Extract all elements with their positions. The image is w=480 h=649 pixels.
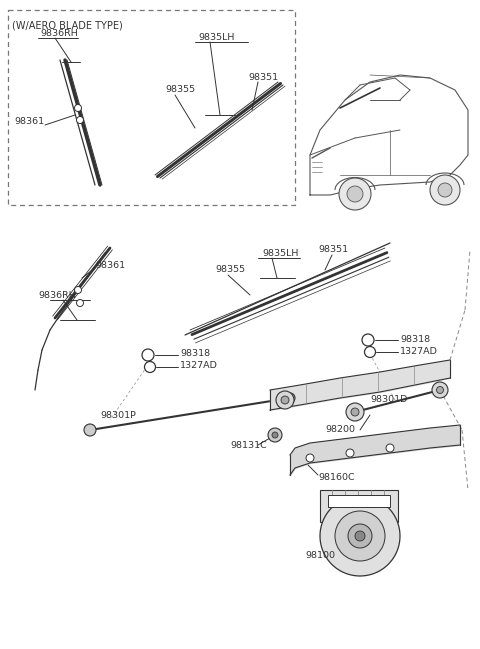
Text: 9836RH: 9836RH [38, 291, 76, 300]
Bar [320, 490, 398, 522]
Text: 98200: 98200 [325, 426, 355, 434]
Bar [328, 495, 390, 507]
Circle shape [320, 496, 400, 576]
Circle shape [76, 117, 84, 123]
Text: 98100: 98100 [305, 550, 335, 559]
Circle shape [335, 511, 385, 561]
Text: 98351: 98351 [248, 73, 278, 82]
Text: 98301D: 98301D [370, 395, 408, 404]
Circle shape [364, 347, 375, 358]
Circle shape [339, 178, 371, 210]
Circle shape [435, 385, 445, 395]
Text: 98355: 98355 [215, 265, 245, 275]
Text: (W/AERO BLADE TYPE): (W/AERO BLADE TYPE) [12, 21, 123, 31]
Circle shape [142, 349, 154, 361]
Text: 98318: 98318 [180, 350, 210, 358]
Circle shape [355, 531, 365, 541]
Circle shape [306, 454, 314, 462]
Text: 98355: 98355 [165, 86, 195, 95]
Circle shape [76, 299, 84, 306]
Circle shape [268, 428, 282, 442]
Circle shape [272, 432, 278, 438]
Bar [8, 10, 295, 205]
Circle shape [350, 407, 360, 417]
Text: 98160C: 98160C [318, 474, 355, 482]
Text: 98361: 98361 [14, 117, 44, 127]
Circle shape [432, 382, 448, 398]
Circle shape [346, 403, 364, 421]
Text: 1327AD: 1327AD [180, 361, 218, 371]
Text: 98318: 98318 [400, 334, 430, 343]
Circle shape [348, 524, 372, 548]
Text: 9835LH: 9835LH [262, 249, 299, 258]
Text: 98351: 98351 [318, 245, 348, 254]
Circle shape [362, 334, 374, 346]
Circle shape [346, 449, 354, 457]
Circle shape [144, 361, 156, 373]
Text: 9836RH: 9836RH [40, 29, 78, 38]
Circle shape [74, 104, 82, 112]
Circle shape [438, 183, 452, 197]
Circle shape [386, 444, 394, 452]
Circle shape [347, 186, 363, 202]
Text: 1327AD: 1327AD [400, 347, 438, 356]
Circle shape [281, 396, 289, 404]
Circle shape [276, 391, 294, 409]
Text: 9835LH: 9835LH [198, 32, 234, 42]
Text: 98361: 98361 [95, 260, 125, 269]
Text: 98131C: 98131C [230, 441, 267, 450]
Circle shape [436, 387, 444, 393]
Circle shape [84, 424, 96, 436]
Text: 98301P: 98301P [100, 411, 136, 419]
Circle shape [74, 286, 82, 293]
Circle shape [351, 408, 359, 416]
Circle shape [285, 393, 295, 403]
Circle shape [430, 175, 460, 205]
